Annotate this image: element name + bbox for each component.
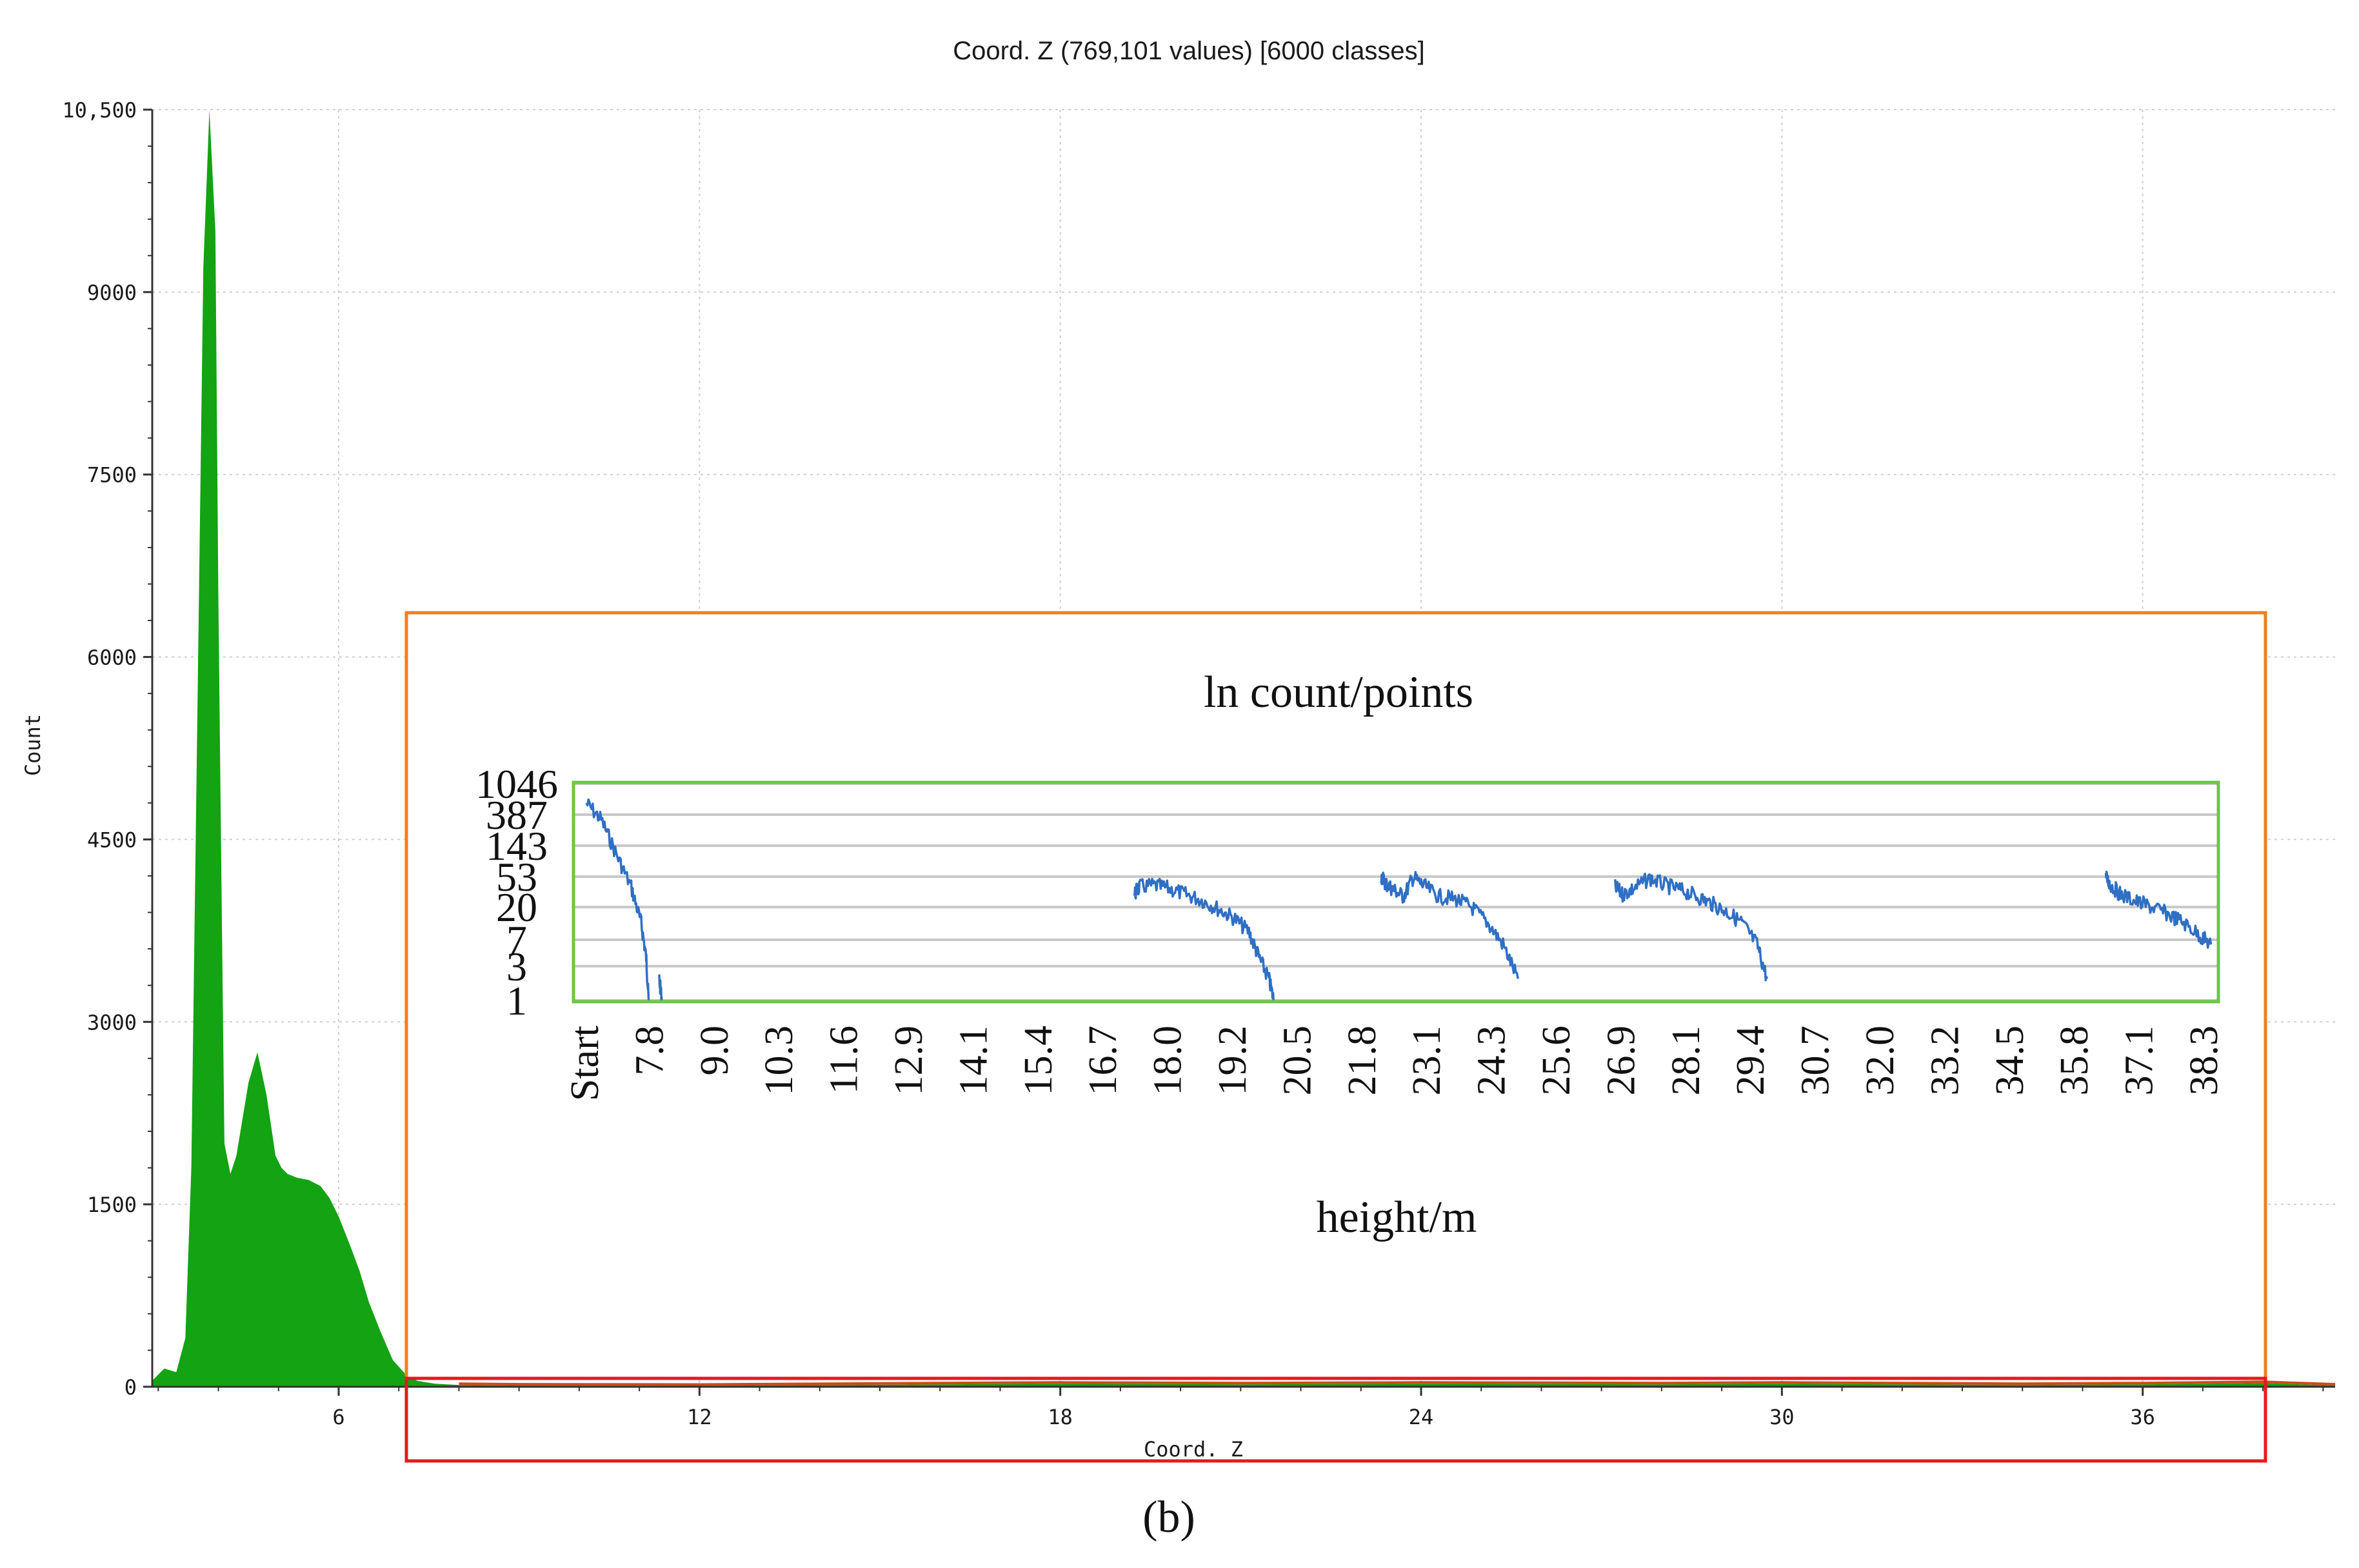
inset-y-tick-label: 1: [506, 978, 527, 1024]
main-y-axis-label: Count: [21, 714, 45, 776]
main-x-ticks: 6 12 18 24 30 36: [157, 1387, 2324, 1429]
inset-y-tick-label: 3: [506, 944, 527, 989]
inset-y-tick-label: 20: [496, 884, 537, 930]
inset-x-axis-label: height/m: [1317, 1193, 1477, 1242]
inset-x-tick-label: 14.1: [951, 1026, 995, 1096]
main-y-tick-label: 3000: [87, 1010, 137, 1035]
inset-x-tick-label: 24.3: [1470, 1026, 1514, 1096]
inset-x-tick-label: 29.4: [1729, 1026, 1773, 1096]
inset-x-tick-label: Start: [563, 1026, 607, 1101]
main-y-tick-label: 9000: [87, 281, 137, 305]
inset-x-tick-label: 12.9: [887, 1026, 931, 1096]
inset-series-line: [2104, 870, 2213, 949]
main-chart-title: Coord. Z (769,101 values) [6000 classes]: [953, 37, 1425, 65]
main-y-tick-label: 0: [124, 1375, 137, 1400]
inset-y-tick-label: 387: [486, 792, 548, 838]
inset-y-tick-label: 143: [486, 823, 548, 869]
tail-highlight-box: [404, 1376, 2267, 1463]
inset-y-tick-label: 53: [496, 854, 537, 900]
main-x-tick-label: 30: [1769, 1405, 1795, 1429]
inset-x-tick-label: 20.5: [1275, 1026, 1319, 1096]
figure-caption: (b): [1142, 1493, 1195, 1542]
inset-x-tick-label: 19.2: [1211, 1026, 1255, 1096]
inset-x-tick-label: 32.0: [1858, 1026, 1902, 1096]
inset-x-tick-label: 38.3: [2182, 1026, 2226, 1096]
main-axes: [151, 110, 2335, 1388]
inset-series-line: [1380, 871, 1519, 979]
main-y-tick-label: 4500: [87, 828, 137, 852]
inset-x-tick-label: 25.6: [1535, 1026, 1578, 1096]
inset-x-tick-label: 33.2: [1923, 1026, 1967, 1096]
inset-series-line: [658, 974, 663, 1002]
inset-series-line: [1133, 877, 1275, 1002]
inset-series-line: [585, 798, 650, 1001]
inset-x-tick-label: 23.1: [1405, 1026, 1449, 1096]
main-x-tick-label: 24: [1409, 1405, 1434, 1429]
main-x-axis-label: Coord. Z: [1144, 1437, 1243, 1462]
inset-plot-frame: [572, 780, 2220, 1004]
main-y-tick-label: 1500: [87, 1193, 137, 1217]
inset-series: [585, 798, 2213, 1002]
inset-x-tick-label: 30.7: [1794, 1026, 1838, 1096]
inset-highlight-box: [404, 611, 2267, 1380]
inset-x-tick-label: 11.6: [822, 1026, 866, 1094]
main-y-tick-label: 7500: [87, 463, 137, 488]
inset-x-tick-label: 10.3: [757, 1026, 801, 1096]
inset-x-tick-label: 26.9: [1599, 1026, 1643, 1096]
inset-x-tick-label: 34.5: [1988, 1026, 2032, 1096]
inset-x-tick-label: 18.0: [1146, 1026, 1190, 1096]
main-x-tick-label: 12: [687, 1405, 712, 1429]
inset-x-tick-label: 7.8: [628, 1026, 672, 1076]
inset-x-tick-label: 16.7: [1081, 1026, 1125, 1096]
main-y-ticks: 0 1500 3000 4500 6000 7500 9000 10,500: [62, 98, 152, 1400]
inset-x-tick-label: 9.0: [693, 1026, 737, 1076]
main-y-tick-label: 6000: [87, 646, 137, 670]
inset-x-tick-label: 15.4: [1017, 1026, 1060, 1096]
main-x-tick-label: 18: [1048, 1405, 1073, 1429]
inset-y-tick-label: 7: [506, 917, 527, 963]
inset-x-tick-label: 28.1: [1664, 1026, 1708, 1096]
inset-x-tick-label: 21.8: [1340, 1026, 1384, 1096]
histogram-tail: [459, 1380, 2336, 1386]
inset-x-tick-label: 35.8: [2053, 1026, 2096, 1096]
main-y-tick-label: 10,500: [62, 98, 137, 123]
main-x-tick-label: 6: [332, 1405, 344, 1429]
inset-x-tick-label: 37.1: [2118, 1026, 2162, 1096]
inset-series-line: [1614, 872, 1769, 982]
inset-x-ticks: Start 7.8 9.0 10.3 11.6 12.9 14.1 15.4 16.7 18.0 1…: [563, 1026, 2226, 1101]
inset-title: ln count/points: [1204, 668, 1473, 717]
main-x-tick-label: 36: [2130, 1405, 2155, 1429]
inset-y-tick-label: 1046: [475, 761, 558, 807]
